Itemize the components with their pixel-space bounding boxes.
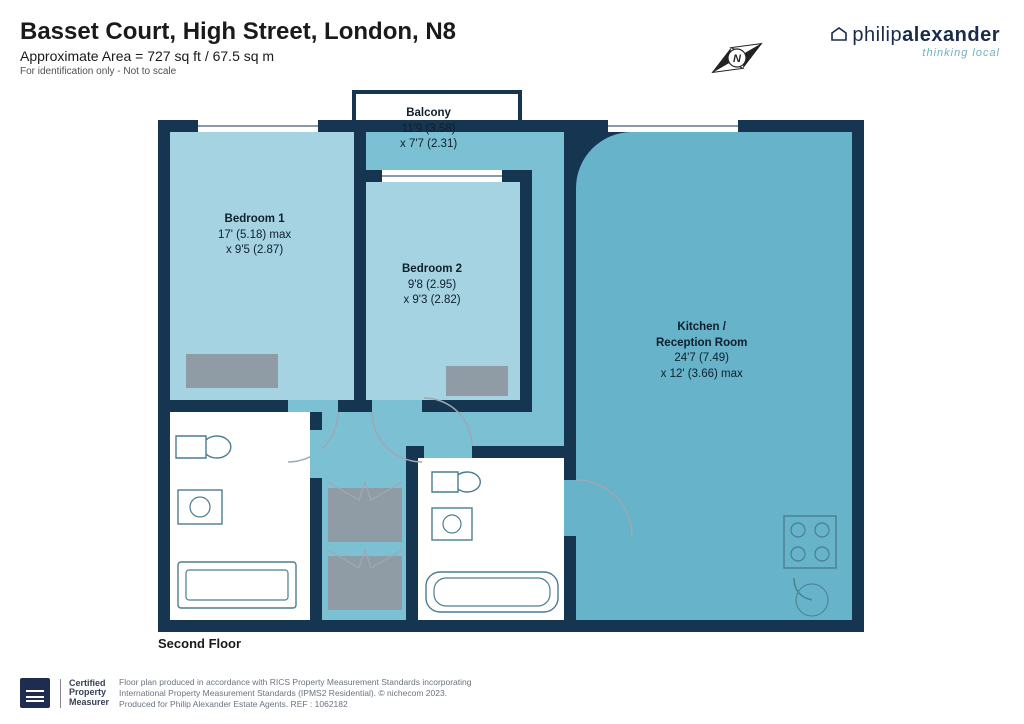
floor-plan xyxy=(0,0,1024,724)
rics-icon xyxy=(20,678,50,708)
room-label: Kitchen /Reception Room24'7 (7.49)x 12' … xyxy=(656,320,747,382)
cert-text: Certified Property Measurer xyxy=(60,679,109,709)
footnote: Floor plan produced in accordance with R… xyxy=(119,677,471,710)
footer: Certified Property Measurer Floor plan p… xyxy=(20,677,472,710)
floor-label: Second Floor xyxy=(158,636,241,651)
room-label: Bedroom 117' (5.18) maxx 9'5 (2.87) xyxy=(218,212,291,259)
room-label: Bedroom 29'8 (2.95)x 9'3 (2.82) xyxy=(402,262,462,309)
room-label: Balcony11'9 (3.58)x 7'7 (2.31) xyxy=(400,106,457,153)
